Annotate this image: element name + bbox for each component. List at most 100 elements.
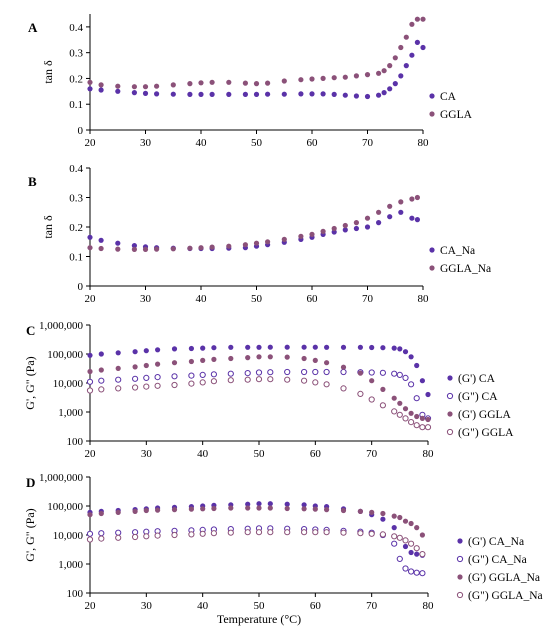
data-point: [188, 345, 194, 352]
legend-marker: [457, 574, 463, 580]
series-g-ca: [86, 368, 432, 422]
data-point: [312, 344, 318, 350]
x-tick-label: 40: [196, 137, 208, 149]
legend-label: (G') CA: [458, 373, 496, 385]
data-point: [312, 368, 319, 376]
data-point: [301, 368, 308, 376]
x-tick-label: 40: [196, 293, 208, 305]
data-point: [424, 424, 432, 431]
series-g-ggla-na: [86, 529, 426, 558]
data-point: [419, 415, 425, 421]
x-tick-label: 60: [310, 600, 322, 612]
data-point: [87, 79, 93, 85]
data-point: [357, 530, 364, 537]
data-point: [267, 529, 274, 536]
data-point: [210, 378, 217, 385]
x-tick-label: 70: [362, 293, 374, 305]
data-point: [171, 381, 178, 389]
data-point: [155, 361, 161, 367]
y-tick-label: 1,000: [58, 559, 83, 571]
data-point: [413, 422, 420, 429]
data-point: [376, 209, 382, 215]
data-point: [228, 505, 234, 511]
data-point: [403, 34, 409, 40]
data-point: [369, 509, 375, 515]
data-point: [143, 533, 150, 540]
data-point: [171, 507, 178, 513]
data-point: [391, 408, 398, 415]
data-point: [391, 395, 397, 401]
data-point: [387, 63, 393, 69]
data-point: [171, 531, 178, 539]
data-point: [402, 374, 409, 381]
data-point: [409, 196, 415, 202]
data-point: [242, 242, 248, 248]
data-point: [408, 549, 414, 556]
data-point: [256, 354, 262, 360]
data-point: [200, 357, 206, 363]
data-point: [425, 391, 431, 398]
data-point: [413, 569, 420, 576]
y-tick-label: 100: [67, 588, 84, 600]
data-point: [187, 245, 193, 251]
data-point: [170, 91, 176, 97]
data-point: [398, 44, 404, 51]
x-tick-label: 50: [251, 137, 263, 149]
x-tick-label: 50: [251, 293, 263, 305]
data-point: [369, 378, 375, 384]
y-tick-label: 1,000,000: [39, 320, 84, 332]
data-point: [357, 390, 364, 397]
data-point: [115, 83, 121, 89]
data-point: [142, 84, 149, 90]
data-point: [228, 355, 234, 362]
data-point: [200, 506, 206, 512]
y-tick-label: 100,000: [47, 501, 83, 513]
data-point: [369, 344, 375, 351]
data-point: [402, 518, 409, 524]
panel-b: B 20 30 40 50 60 70 80 0 0.1 0.2 0.3 0.4 tan δ CA_Na GG…: [28, 163, 491, 305]
data-point: [170, 246, 176, 252]
data-point: [245, 355, 251, 361]
data-point: [408, 354, 414, 360]
panel-c: C 20 30 40 50 60 70 80 100 1,000 10,000 100,000 1,00…: [23, 320, 514, 460]
x-tick-label: 80: [418, 137, 430, 149]
legend-label: (G") GGLA: [458, 427, 514, 439]
data-point: [132, 364, 138, 370]
panel-a: A 20 30 40 50 60 70 80 0 0.1 0.2 0.3 0.4 tan δ CA GGLA: [28, 14, 473, 149]
data-point: [324, 507, 330, 513]
data-point: [115, 350, 121, 356]
x-tick-label: 60: [307, 293, 319, 305]
data-point: [255, 529, 263, 536]
data-point: [408, 540, 415, 547]
data-point: [414, 39, 420, 46]
legend-label: (G') CA_Na: [468, 536, 524, 548]
data-point: [340, 385, 347, 392]
data-point: [87, 352, 93, 358]
legend-marker: [429, 93, 435, 99]
x-tick-label: 70: [366, 600, 378, 612]
data-point: [298, 233, 304, 239]
legend-marker: [457, 538, 463, 544]
data-point: [298, 77, 304, 83]
data-point: [226, 91, 232, 97]
data-point: [376, 92, 382, 98]
data-point: [87, 245, 93, 251]
data-point: [409, 215, 415, 221]
panel-label: D: [26, 475, 35, 490]
data-point: [98, 82, 104, 88]
data-point: [171, 360, 178, 366]
y-tick-label: 100,000: [47, 349, 83, 361]
legend-label: (G") GGLA_Na: [468, 590, 543, 602]
x-axis-label: Temperature (°C): [217, 612, 301, 626]
series-ggla: [87, 16, 426, 90]
data-point: [226, 79, 232, 85]
data-point: [312, 379, 319, 386]
data-point: [98, 377, 105, 384]
data-point: [188, 358, 194, 365]
data-point: [284, 354, 290, 360]
data-point: [420, 44, 426, 51]
data-point: [267, 354, 273, 360]
data-point: [267, 376, 274, 383]
data-point: [98, 351, 104, 357]
data-point: [245, 505, 251, 511]
